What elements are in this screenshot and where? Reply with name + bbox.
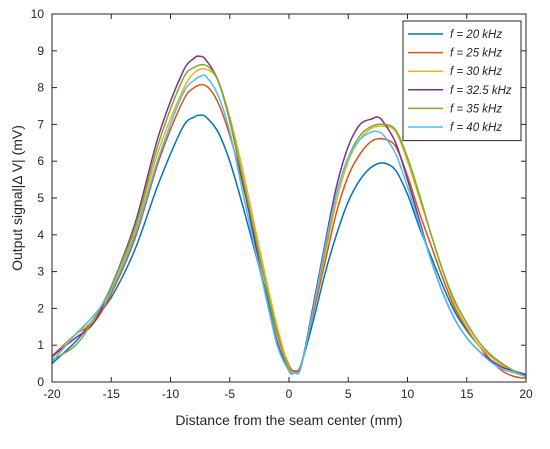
series-layer [51,55,527,380]
x-tick-label: 5 [345,387,352,401]
legend-box [402,20,522,142]
y-tick-label: 9 [37,44,44,58]
y-tick-label: 7 [37,117,44,131]
x-tick-label: -15 [103,387,121,401]
legend-label-1: f = 20 kHz [450,29,502,41]
y-tick-label: 1 [37,338,44,352]
y-tick-label: 6 [37,154,44,168]
x-axis-label: Distance from the seam center (mm) [175,412,402,428]
legend-label-5: f = 35 kHz [450,103,502,115]
y-tick-label: 8 [37,81,44,95]
x-tick-label: 20 [519,387,533,401]
x-tick-label: 0 [286,387,293,401]
y-tick-label: 2 [37,301,44,315]
x-tick-label: 10 [401,387,415,401]
legend-label-3: f = 30 kHz [450,66,502,78]
y-axis-label: Output signal|Δ V| (mV) [9,125,25,271]
x-tick-label: -20 [43,387,61,401]
legend-label-4: f = 32.5 kHz [450,85,512,97]
series-line-6 [51,74,527,378]
legend-label-6: f = 40 kHz [450,122,502,134]
x-tick-label: 15 [460,387,474,401]
legend: f = 20 kHz f = 25 kHz f = 30 kHz f = 32.5 k… [402,20,522,142]
plot-frame [51,13,527,383]
legend-label-2: f = 25 kHz [450,48,502,60]
y-tick-label: 3 [37,265,44,279]
y-tick-label: 5 [37,191,44,205]
x-tick-label: -10 [162,387,180,401]
x-tick-label: -5 [224,387,235,401]
tick-layer: -20 -15 -10 -5 0 5 10 15 20 0 1 2 3 4 5 6 7 8 9 10 [31,7,533,401]
y-tick-label: 4 [37,228,44,242]
y-tick-label: 10 [31,7,45,21]
y-tick-label: 0 [37,375,44,389]
